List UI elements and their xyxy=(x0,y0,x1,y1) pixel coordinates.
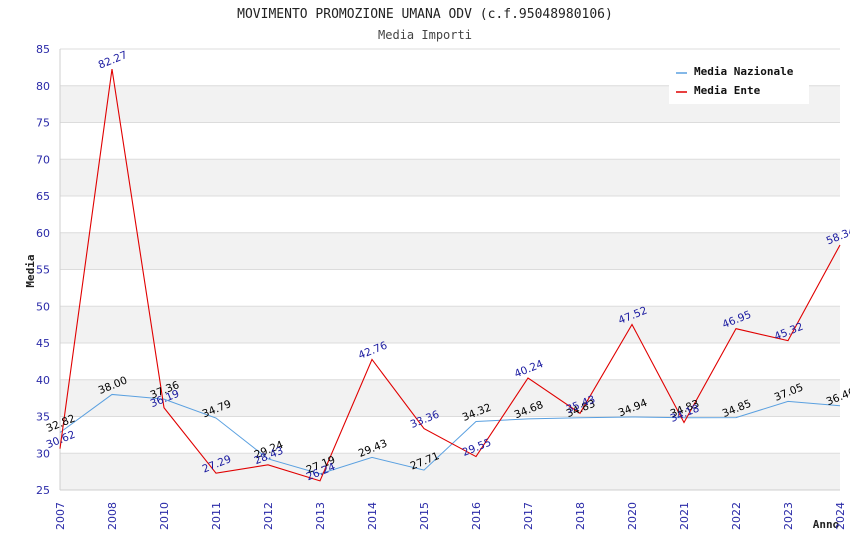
grid-band xyxy=(60,453,840,490)
y-tick-label: 80 xyxy=(36,80,50,93)
y-tick-label: 25 xyxy=(36,484,50,497)
y-tick-label: 60 xyxy=(36,227,50,240)
x-tick-label: 2021 xyxy=(678,502,691,530)
chart-title: MOVIMENTO PROMOZIONE UMANA ODV (c.f.9504… xyxy=(237,7,613,22)
series-line-media-nazionale xyxy=(59,393,841,475)
x-tick-label: 2018 xyxy=(574,502,587,530)
y-tick-label: 50 xyxy=(36,300,50,313)
x-tick-label: 2020 xyxy=(626,502,639,530)
y-tick-label: 30 xyxy=(36,447,50,460)
x-tick-label: 2014 xyxy=(366,502,379,530)
y-axis-label: Media xyxy=(24,254,37,287)
series-lines xyxy=(59,68,841,482)
y-tick-label: 70 xyxy=(36,153,50,166)
background-bands xyxy=(60,85,840,490)
y-tick-label: 85 xyxy=(36,43,50,56)
data-label: 58.34 xyxy=(825,225,850,248)
legend-label-nazionale: Media Nazionale xyxy=(694,65,794,78)
data-label: 40.24 xyxy=(513,358,546,381)
x-tick-label: 2016 xyxy=(470,502,483,530)
x-tick-label: 2013 xyxy=(314,502,327,530)
x-tick-label: 2015 xyxy=(418,502,431,530)
y-tick-label: 75 xyxy=(36,117,50,130)
x-tick-label: 2010 xyxy=(158,502,171,530)
grid-lines xyxy=(59,48,840,491)
series-line-media-ente xyxy=(59,68,841,482)
grid-band xyxy=(60,306,840,343)
grid-band xyxy=(60,159,840,196)
legend-label-ente: Media Ente xyxy=(694,84,761,97)
x-axis-ticks: 2007 2008 2010 2011 2012 2013 2014 2015 2016 2017… xyxy=(54,502,847,530)
legend: Media Nazionale Media Ente xyxy=(669,60,809,104)
x-axis-label: Anno xyxy=(813,518,840,531)
x-tick-label: 2017 xyxy=(522,502,535,530)
data-label: 82.27 xyxy=(97,49,129,71)
x-tick-label: 2023 xyxy=(782,502,795,530)
x-tick-label: 2011 xyxy=(210,502,223,530)
grid-band xyxy=(60,379,840,417)
y-tick-label: 55 xyxy=(36,264,50,277)
y-axis-ticks: 25 30 35 40 45 50 55 60 65 70 75 80 85 xyxy=(36,43,50,497)
legend-box xyxy=(669,60,809,104)
x-tick-label: 2007 xyxy=(54,502,67,530)
grid-band xyxy=(60,232,840,270)
y-tick-label: 45 xyxy=(36,337,50,350)
y-tick-label: 40 xyxy=(36,374,50,387)
x-tick-label: 2008 xyxy=(106,502,119,530)
y-tick-label: 35 xyxy=(36,411,50,424)
x-tick-label: 2012 xyxy=(262,502,275,530)
y-tick-label: 65 xyxy=(36,190,50,203)
x-tick-label: 2024 xyxy=(834,502,847,530)
chart-subtitle: Media Importi xyxy=(378,28,472,42)
x-tick-label: 2022 xyxy=(730,502,743,530)
